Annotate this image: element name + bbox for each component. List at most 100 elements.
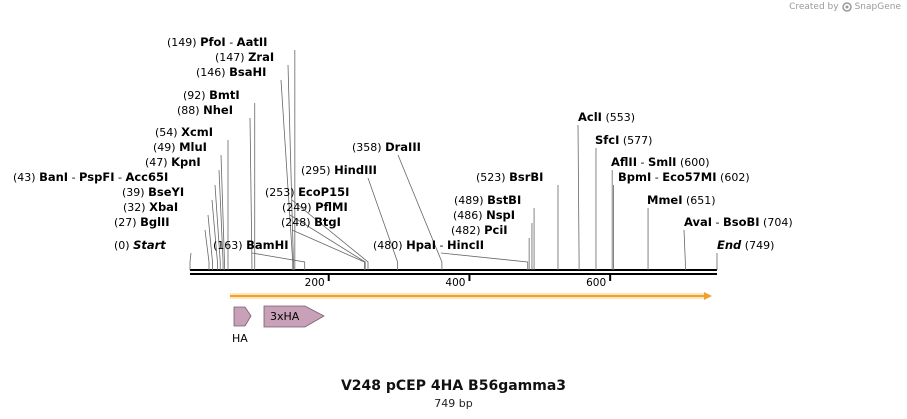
site-leader-line [683, 229, 686, 270]
site-enzyme-name: AvaI [684, 215, 712, 229]
site-position: (358) [352, 141, 385, 154]
site-leader-line [189, 252, 192, 270]
site-enzyme-name: AflII [611, 155, 637, 169]
restriction-site: (43) BanI - PspFI - Acc65I [13, 170, 221, 270]
site-label: (253) EcoP15I [265, 185, 349, 199]
site-position: (149) [167, 36, 200, 49]
site-enzyme-name: AclI [578, 110, 602, 124]
site-enzyme-name: PspFI [79, 170, 114, 184]
ruler-tick-label: 200 [305, 277, 325, 289]
site-enzyme-name: XcmI [181, 125, 213, 139]
restriction-site: (295) HindIII [301, 163, 398, 270]
restriction-site: AflII - SmlI (600) [611, 155, 710, 270]
site-position: (482) [451, 224, 484, 237]
site-position: (489) [454, 194, 487, 207]
site-label: (146) BsaHI [196, 65, 266, 79]
site-leader-line [577, 124, 580, 270]
site-position: (27) [114, 216, 140, 229]
restriction-site: (32) XbaI [123, 200, 213, 270]
restriction-site: (39) BseYI [122, 185, 218, 270]
site-enzyme-name: SfcI [595, 133, 619, 147]
site-leader-line [251, 252, 306, 270]
site-enzyme-name: MmeI [647, 193, 683, 207]
restriction-site: (253) EcoP15I [265, 185, 369, 270]
site-label: (43) BanI - PspFI - Acc65I [13, 170, 168, 184]
site-position: (486) [453, 209, 486, 222]
snapgene-watermark: Created by SnapGene [789, 2, 901, 12]
site-label: (489) BstBI [454, 193, 521, 207]
site-label: (249) PflMI [282, 200, 348, 214]
site-label: (486) NspI [453, 208, 515, 222]
restriction-site: End (749) [716, 238, 774, 270]
feature-3xha-arrow [263, 305, 325, 328]
site-label: BpmI - Eco57MI (602) [618, 170, 750, 184]
site-enzyme-name: HpaI [406, 238, 436, 252]
site-enzyme-name: BpmI [618, 170, 651, 184]
site-leader-line [367, 177, 398, 270]
site-leader-line [204, 229, 210, 270]
restriction-site: (523) BsrBI [476, 170, 559, 270]
site-label: AflII - SmlI (600) [611, 155, 710, 169]
site-position: (88) [177, 104, 203, 117]
ruler-tick-label: 600 [586, 277, 606, 289]
site-enzyme-name: BsoBI [723, 215, 760, 229]
site-label: (163) BamHI [213, 238, 289, 252]
site-enzyme-name: AatII [237, 35, 268, 49]
restriction-site: AvaI - BsoBI (704) [683, 215, 793, 270]
site-separator: - [68, 171, 79, 184]
restriction-site: (149) PfoI - AatII [167, 35, 296, 270]
site-label: MmeI (651) [647, 193, 716, 207]
site-separator: - [637, 156, 648, 169]
restriction-site: (54) XcmI [155, 125, 229, 270]
restriction-site: AclI (553) [577, 110, 635, 270]
site-position: (248) [281, 216, 314, 229]
site-leader-line [220, 154, 225, 270]
restriction-site: MmeI (651) [647, 193, 716, 270]
site-label: (358) DraIII [352, 140, 421, 154]
site-label: SfcI (577) [595, 133, 652, 147]
site-leader-line [291, 199, 369, 270]
map-title: V248 pCEP 4HA B56gamma3 [340, 378, 567, 394]
site-enzyme-name: End [717, 238, 742, 252]
restriction-site: (147) ZraI [215, 50, 294, 270]
site-leader-line [397, 154, 443, 270]
site-separator: - [651, 171, 662, 184]
site-label: (147) ZraI [215, 50, 274, 64]
site-enzyme-name: Acc65I [125, 170, 168, 184]
site-enzyme-name: MluI [179, 140, 207, 154]
site-label: (248) BtgI [281, 215, 341, 229]
site-enzyme-name: PfoI [200, 35, 226, 49]
site-position: (0) [114, 239, 133, 252]
site-leader-line [249, 117, 253, 270]
site-enzyme-name: ZraI [248, 50, 274, 64]
site-separator: - [436, 239, 447, 252]
site-position: (553) [602, 111, 635, 124]
site-leader-line [207, 214, 213, 270]
restriction-site: (480) HpaI - HincII [373, 238, 529, 270]
site-position: (54) [155, 126, 181, 139]
site-position: (32) [123, 201, 149, 214]
restriction-site: (163) BamHI [213, 238, 306, 270]
site-label: (92) BmtI [183, 88, 240, 102]
ruler-tick-label: 400 [445, 277, 465, 289]
site-position: (43) [13, 171, 39, 184]
site-leader-line [280, 79, 294, 270]
restriction-site: (27) BglII [114, 215, 210, 270]
site-position: (749) [741, 239, 774, 252]
restriction-site: (0) Start [114, 238, 192, 270]
site-label: (482) PciI [451, 223, 508, 237]
site-enzyme-name: BglII [140, 215, 170, 229]
site-enzyme-name: BmtI [209, 88, 240, 102]
restriction-site: (486) NspI [453, 208, 533, 270]
site-enzyme-name: XbaI [149, 200, 178, 214]
restriction-site: (489) BstBI [454, 193, 535, 270]
watermark-prefix: Created by [789, 2, 839, 12]
site-leader-line [289, 214, 366, 270]
feature-ha-arrow [233, 306, 252, 327]
restriction-site: (88) NheI [177, 103, 253, 270]
site-leader-line [440, 252, 529, 270]
site-separator: - [115, 171, 126, 184]
site-position: (147) [215, 51, 248, 64]
site-enzyme-name: BsrBI [509, 170, 543, 184]
site-enzyme-name: BtgI [314, 215, 341, 229]
